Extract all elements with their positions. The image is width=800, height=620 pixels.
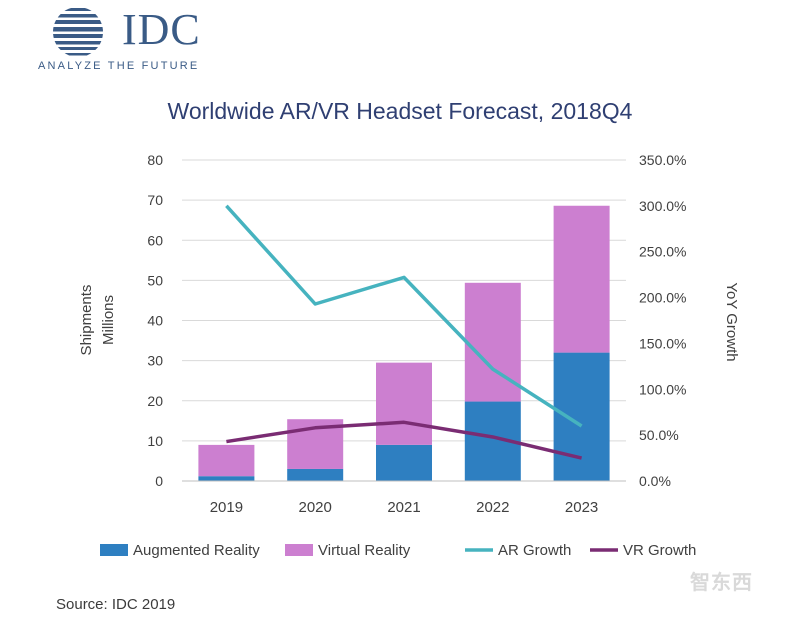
logo-wordmark: IDC [122, 5, 201, 54]
bar-virtual-reality [376, 362, 432, 445]
line-vr-growth [226, 420, 583, 460]
x-tick-label: 2020 [299, 499, 332, 516]
y-tick-label-right: 250.0% [639, 244, 686, 260]
legend-label: AR Growth [498, 542, 571, 559]
legend-label: Virtual Reality [318, 542, 411, 559]
globe-icon [53, 8, 103, 56]
y-tick-label-right: 100.0% [639, 381, 686, 397]
y-tick-label-right: 300.0% [639, 198, 686, 214]
y-tick-label-right: 200.0% [639, 290, 686, 306]
bar-augmented-reality [287, 468, 344, 481]
bar-augmented-reality [376, 444, 432, 481]
watermark-text: 智东西 [690, 572, 753, 594]
logo-tagline: ANALYZE THE FUTURE [38, 60, 200, 72]
x-tick-label: 2021 [387, 499, 420, 516]
bar-augmented-reality [198, 476, 255, 481]
y-tick-label-left: 10 [147, 433, 163, 449]
y-tick-label-left: 70 [147, 192, 163, 208]
y-tick-label-left: 40 [147, 313, 163, 329]
chart-title: Worldwide AR/VR Headset Forecast, 2018Q4 [167, 98, 633, 124]
legend-label: Augmented Reality [133, 542, 260, 559]
y-tick-label-left: 0 [155, 473, 163, 489]
y-axis-title-right: YoY Growth [723, 282, 740, 361]
legend-swatch [100, 544, 128, 556]
y-tick-label-left: 60 [147, 232, 163, 248]
y-axis-title-left-units: Millions [100, 295, 117, 345]
bar-virtual-reality [553, 205, 610, 353]
y-tick-label-right: 150.0% [639, 335, 686, 351]
source-note: Source: IDC 2019 [56, 596, 176, 613]
bar-augmented-reality [553, 352, 610, 481]
idc-logo: IDC ANALYZE THE FUTURE [38, 5, 228, 74]
y-tick-label-right: 50.0% [639, 427, 679, 443]
line-ar-growth [225, 204, 583, 428]
y-tick-label-right: 0.0% [639, 473, 671, 489]
y-tick-label-left: 20 [147, 393, 163, 409]
legend-swatch [285, 544, 313, 556]
x-tick-label: 2022 [476, 499, 509, 516]
x-tick-label: 2023 [565, 499, 598, 516]
bar-virtual-reality [198, 444, 255, 477]
chart-canvas: 0 10 20 30 40 50 60 70 80 0.0% 50.0% 100.0% 150.0% 20… [78, 152, 740, 559]
legend-label: VR Growth [623, 542, 696, 559]
y-tick-label-left: 50 [147, 272, 163, 288]
y-tick-label-left: 30 [147, 353, 163, 369]
x-tick-label: 2019 [210, 499, 243, 516]
y-axis-title-left: Shipments [78, 285, 95, 356]
y-tick-label-right: 350.0% [639, 152, 686, 168]
y-tick-label-left: 80 [147, 152, 163, 168]
